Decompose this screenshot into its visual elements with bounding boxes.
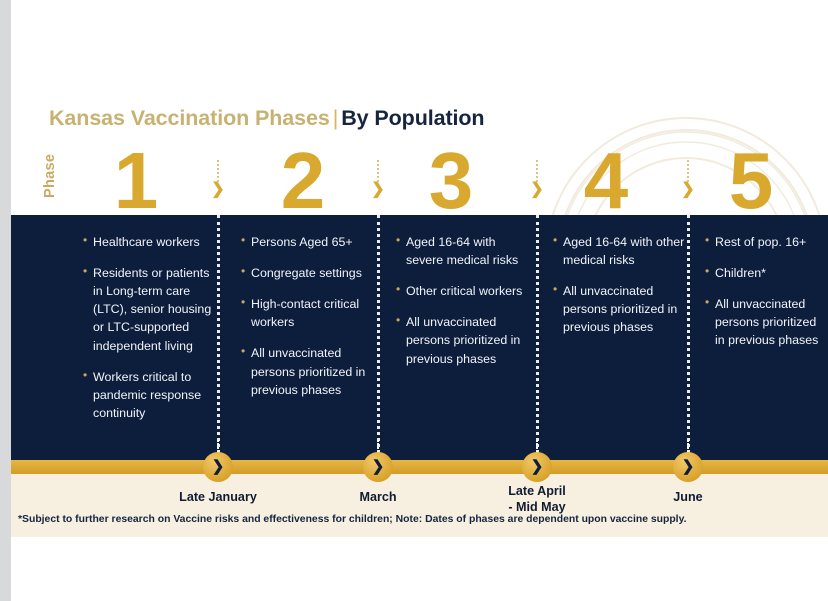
timeline-node-stem-3 [536,440,538,453]
footnote: *Subject to further research on Vaccine … [18,514,687,525]
phase-number-1: 1 [113,136,159,225]
population-column-1: Healthcare workers Residents or patients … [83,232,218,435]
list-item: Other critical workers [396,281,533,300]
divider-stem-2 [377,160,379,182]
list-item: Aged 16-64 with other medical risks [553,232,688,269]
list-item: Residents or patients in Long-term care … [83,263,218,355]
column-separator-1 [217,215,220,460]
divider-stem-4 [687,160,689,182]
phase-number-2: 2 [280,136,326,225]
divider-chevron-icon-4: ❯ [681,181,695,198]
timeline-node-chevron-icon-3: ❯ [522,452,552,482]
infographic-page: THE S F T Kansas Vaccination Phases|By P… [11,0,828,601]
column-separator-3 [536,215,539,460]
phase-number-3: 3 [428,136,474,225]
population-column-4: Aged 16-64 with other medical risks All u… [553,232,688,350]
list-item: Healthcare workers [83,232,218,251]
title-subtitle: By Population [341,106,485,130]
phase-number-5: 5 [728,136,774,225]
timeline-date-4: June [673,490,703,504]
list-item: Aged 16-64 with severe medical risks [396,232,533,269]
list-item: All unvaccinated persons prioritized in … [241,343,376,398]
phase-number-4: 4 [583,136,629,225]
title-separator: | [332,106,339,130]
timeline-node-stem-1 [217,440,219,453]
page-title: Kansas Vaccination Phases | By Population [49,106,485,131]
divider-stem-1 [217,160,219,182]
column-separator-2 [377,215,380,460]
list-item: Rest of pop. 16+ [705,232,823,251]
population-column-3: Aged 16-64 with severe medical risks Othe… [396,232,533,381]
divider-chevron-icon-3: ❯ [530,181,544,198]
list-item: High-contact critical workers [241,294,376,331]
list-item: Congregate settings [241,263,376,282]
list-item: Workers critical to pandemic response co… [83,367,218,422]
list-item: All unvaccinated persons prioritized in … [553,281,688,336]
divider-stem-3 [536,160,538,182]
list-item: Persons Aged 65+ [241,232,376,251]
divider-chevron-icon-1: ❯ [211,181,225,198]
column-separator-4 [687,215,690,460]
population-column-2: Persons Aged 65+ Congregate settings High-… [241,232,376,412]
timeline-date-3: Late April - Mid May [508,484,566,514]
timeline-date-1: Late January [179,490,257,504]
timeline-date-2: March [359,490,397,504]
timeline-node-chevron-icon-2: ❯ [363,452,393,482]
population-column-5: Rest of pop. 16+ Children* All unvaccinate… [705,232,823,363]
timeline-node-chevron-icon-4: ❯ [673,452,703,482]
timeline-node-stem-4 [687,440,689,453]
divider-chevron-icon-2: ❯ [371,181,385,198]
list-item: All unvaccinated persons prioritized in … [396,312,533,367]
left-gutter [0,0,11,601]
timeline-node-stem-2 [377,440,379,453]
timeline-footer [11,474,828,537]
timeline-bar [11,460,828,474]
timeline-node-chevron-icon-1: ❯ [203,452,233,482]
title-main: Kansas Vaccination Phases [49,106,330,130]
list-item: All unvaccinated persons prioritized in … [705,294,823,349]
list-item: Children* [705,263,823,282]
